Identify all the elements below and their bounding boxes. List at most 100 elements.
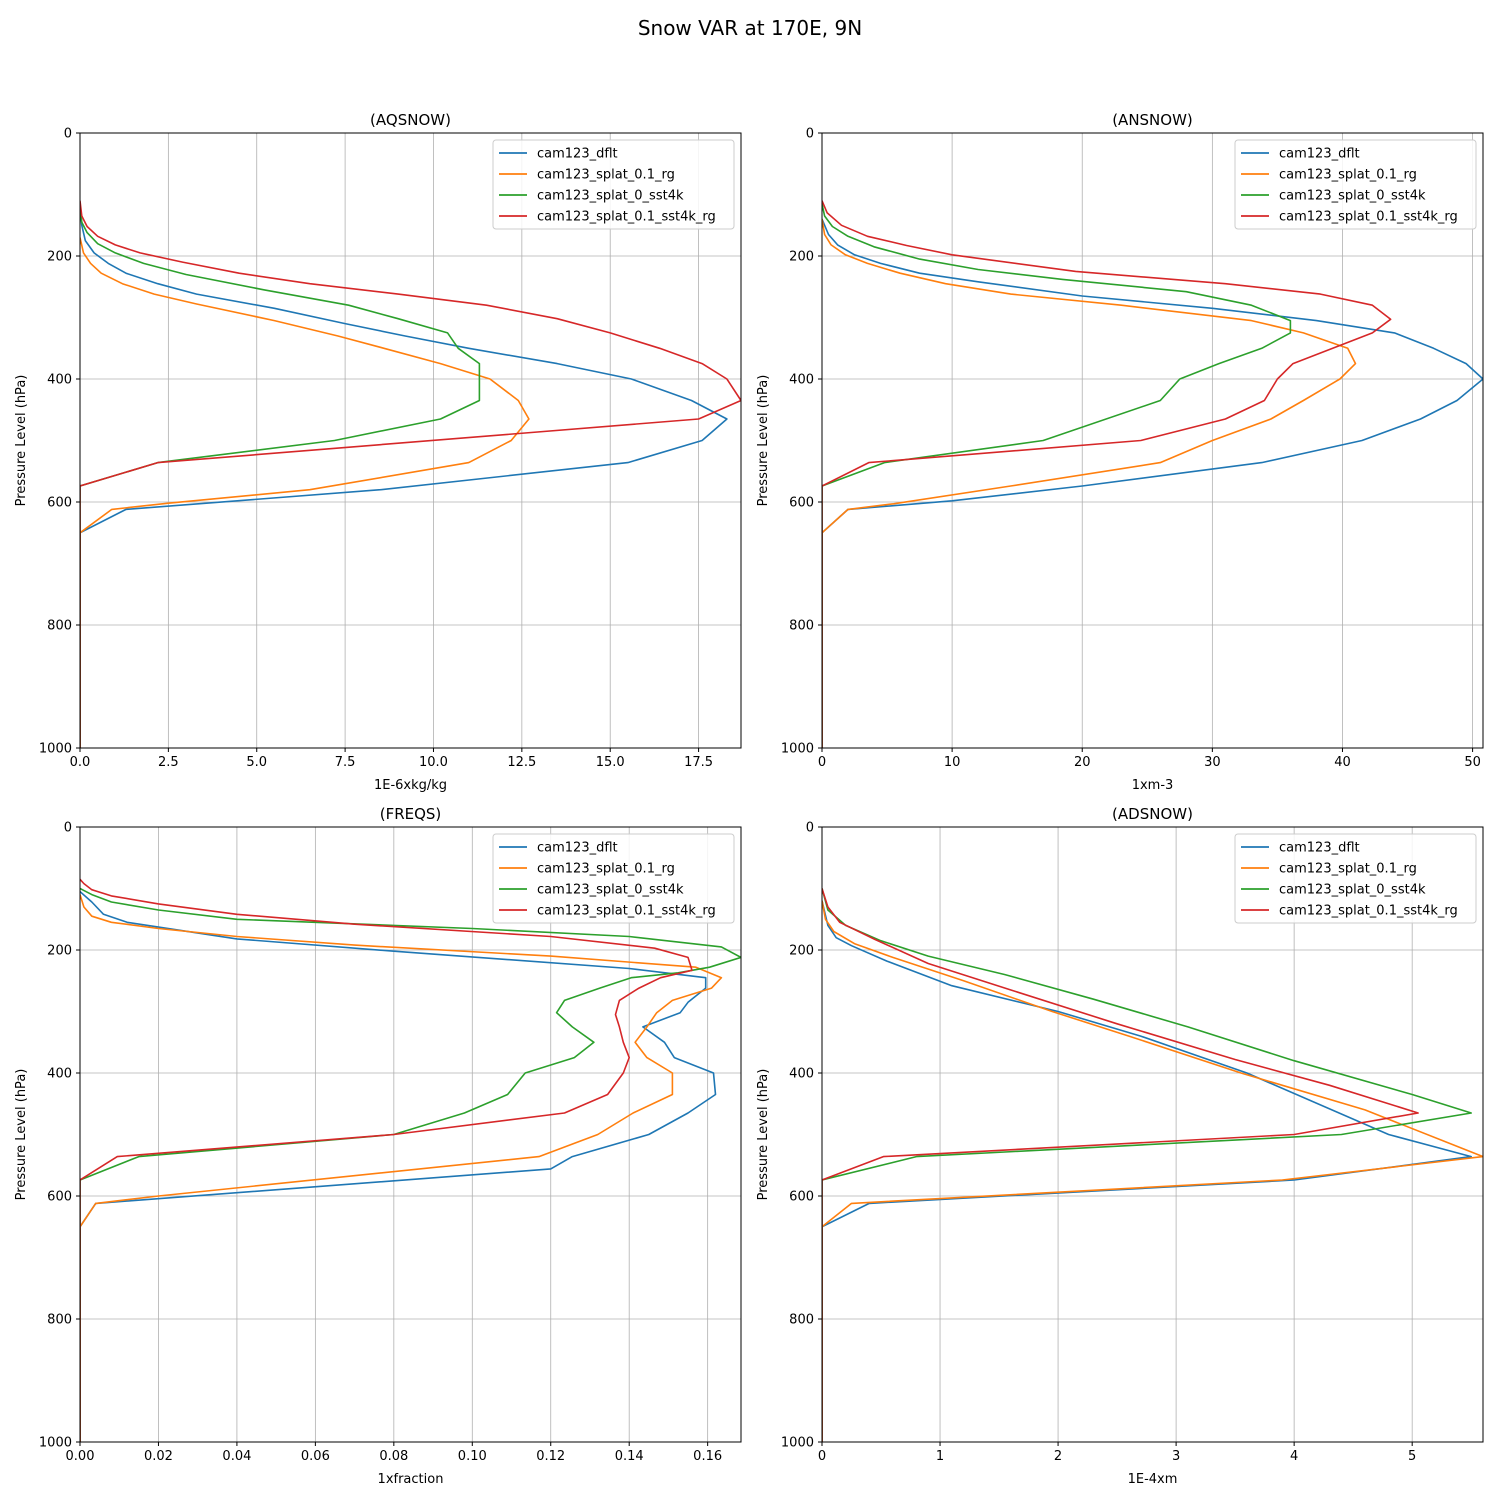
y-tick-label: 400 [789, 373, 814, 388]
x-tick-label: 10 [944, 755, 961, 770]
legend-entry: cam123_splat_0.1_sst4k_rg [537, 904, 716, 919]
y-tick-label: 200 [47, 250, 72, 265]
x-tick-label: 0 [818, 755, 826, 770]
series-line-cam123_dflt [822, 218, 1483, 748]
y-tick-label: 800 [789, 619, 814, 634]
legend-entry: cam123_splat_0_sst4k [1279, 189, 1426, 204]
y-tick-label: 800 [47, 1313, 72, 1328]
legend-entry: cam123_dflt [1279, 841, 1360, 856]
axes-frame [79, 826, 742, 1443]
series-line-cam123_dflt [80, 206, 728, 748]
x-tick-label: 3 [1172, 1449, 1180, 1464]
series-line-cam123_splat_0.1_rg [80, 237, 530, 748]
legend: cam123_dflt cam123_splat_0.1_rg cam123_spl… [492, 139, 735, 230]
legend-entry: cam123_splat_0_sst4k [1279, 883, 1426, 898]
series-line-cam123_splat_0.1_rg [822, 900, 1483, 1442]
subplot-title: (ANSNOW) [1112, 111, 1193, 129]
axes-frame [821, 826, 1484, 1443]
series-line-cam123_splat_0.1_rg [822, 218, 1357, 748]
series-line-cam123_splat_0_sst4k [822, 203, 1292, 748]
x-tick-label: 0.12 [536, 1449, 565, 1464]
y-axis-label: Pressure Level (hPa) [756, 375, 771, 507]
x-tick-label: 0.0 [70, 755, 91, 770]
x-tick-label: 0.04 [222, 1449, 251, 1464]
y-tick-label: 1000 [39, 1436, 72, 1451]
legend-entry: cam123_splat_0.1_rg [537, 168, 675, 183]
legend: cam123_dflt cam123_splat_0.1_rg cam123_spl… [1234, 139, 1477, 230]
x-tick-label: 17.5 [684, 755, 713, 770]
y-tick-label: 0 [806, 127, 814, 142]
legend-entry: cam123_splat_0.1_rg [1279, 168, 1417, 183]
subplot-title: (FREQS) [380, 805, 442, 823]
x-tick-label: 5.0 [246, 755, 267, 770]
x-tick-label: 0.16 [693, 1449, 722, 1464]
subplot-title: (AQSNOW) [370, 111, 451, 129]
x-axis-label: 1E-4xm [1128, 1472, 1178, 1487]
x-tick-label: 0.14 [615, 1449, 644, 1464]
y-tick-label: 200 [789, 250, 814, 265]
series-line-cam123_splat_0.1_rg [80, 894, 723, 1442]
x-tick-label: 5 [1408, 1449, 1416, 1464]
subplot-1: 0.0 2.5 5.0 7.5 10.0 12.5 15.0 17.5 0 200 400 600 80… [14, 111, 742, 793]
series-line-cam123_splat_0_sst4k [80, 206, 481, 748]
y-tick-label: 1000 [39, 742, 72, 757]
y-tick-label: 800 [47, 619, 72, 634]
y-axis-label: Pressure Level (hPa) [14, 375, 29, 507]
x-tick-label: 50 [1464, 755, 1481, 770]
y-axis-label: Pressure Level (hPa) [14, 1069, 29, 1201]
x-tick-label: 2.5 [158, 755, 179, 770]
legend-entry: cam123_splat_0.1_sst4k_rg [1279, 210, 1458, 225]
y-tick-label: 600 [789, 1190, 814, 1205]
series-line-cam123_splat_0_sst4k [822, 888, 1472, 1442]
y-tick-label: 200 [47, 944, 72, 959]
x-tick-label: 4 [1290, 1449, 1298, 1464]
series-line-cam123_splat_0.1_sst4k_rg [80, 878, 693, 1442]
series-line-cam123_splat_0.1_sst4k_rg [822, 888, 1419, 1442]
y-tick-label: 0 [64, 127, 72, 142]
x-tick-label: 0.06 [301, 1449, 330, 1464]
legend-entry: cam123_dflt [1279, 147, 1360, 162]
legend-entry: cam123_dflt [537, 147, 618, 162]
y-tick-label: 200 [789, 944, 814, 959]
legend-frame [492, 139, 735, 230]
x-tick-label: 15.0 [596, 755, 625, 770]
legend: cam123_dflt cam123_splat_0.1_rg cam123_spl… [1234, 833, 1477, 924]
y-tick-label: 400 [47, 373, 72, 388]
y-tick-label: 0 [806, 821, 814, 836]
x-tick-label: 0.08 [379, 1449, 408, 1464]
x-tick-label: 7.5 [335, 755, 356, 770]
x-tick-label: 40 [1334, 755, 1351, 770]
y-tick-label: 0 [64, 821, 72, 836]
legend-entry: cam123_splat_0.1_sst4k_rg [537, 210, 716, 225]
y-axis-label: Pressure Level (hPa) [756, 1069, 771, 1201]
x-axis-label: 1xm-3 [1132, 778, 1174, 793]
y-tick-label: 400 [47, 1067, 72, 1082]
x-axis-label: 1E-6xkg/kg [374, 778, 447, 793]
axes-frame [821, 132, 1484, 749]
legend-entry: cam123_dflt [537, 841, 618, 856]
x-tick-label: 0.00 [66, 1449, 95, 1464]
y-tick-label: 600 [47, 1190, 72, 1205]
legend-entry: cam123_splat_0.1_sst4k_rg [1279, 904, 1458, 919]
y-tick-label: 1000 [781, 742, 814, 757]
legend-entry: cam123_splat_0_sst4k [537, 189, 684, 204]
subplot-2: 0 10 20 30 40 50 0 200 400 600 800 1000 (ANSNOW) 1xm-… [756, 111, 1484, 793]
series-line-cam123_splat_0.1_sst4k_rg [80, 200, 741, 748]
y-tick-label: 800 [789, 1313, 814, 1328]
x-tick-label: 12.5 [507, 755, 536, 770]
legend-frame [1234, 833, 1477, 924]
legend: cam123_dflt cam123_splat_0.1_rg cam123_spl… [492, 833, 735, 924]
legend-entry: cam123_splat_0.1_rg [537, 862, 675, 877]
series-line-cam123_splat_0_sst4k [80, 887, 741, 1442]
y-tick-label: 400 [789, 1067, 814, 1082]
legend-entry: cam123_splat_0_sst4k [537, 883, 684, 898]
series-line-cam123_splat_0.1_sst4k_rg [822, 200, 1392, 748]
x-tick-label: 1 [936, 1449, 944, 1464]
x-tick-label: 0.02 [144, 1449, 173, 1464]
x-axis-label: 1xfraction [378, 1472, 444, 1487]
x-tick-label: 30 [1204, 755, 1221, 770]
figure-title: Snow VAR at 170E, 9N [637, 16, 863, 40]
y-tick-label: 600 [789, 496, 814, 511]
x-tick-label: 2 [1054, 1449, 1062, 1464]
